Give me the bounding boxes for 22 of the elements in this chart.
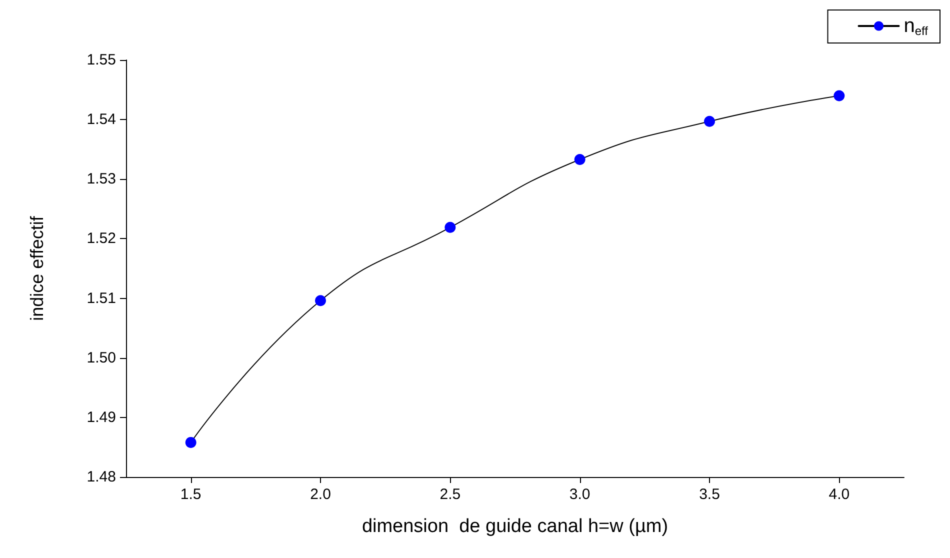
x-axis-title: dimension de guide canal h=w (µm) (362, 516, 668, 537)
x-tick-label: 4.0 (828, 486, 850, 503)
y-tick-label: 1.50 (86, 349, 116, 366)
point (704, 116, 715, 127)
y-tick-label: 1.52 (86, 230, 116, 248)
y-axis-title: indice effectif (27, 215, 47, 321)
x-tick-label: 2.5 (440, 486, 461, 503)
y-tick-label: 1.53 (86, 170, 116, 188)
x-tick-label: 3.0 (569, 486, 590, 503)
point (315, 295, 326, 306)
y-tick-label: 1.48 (86, 468, 116, 486)
y-tick-label: 1.49 (86, 408, 116, 426)
y-tick-label: 1.54 (86, 111, 116, 128)
point (185, 436, 196, 448)
y-tick-label: 1.51 (86, 290, 116, 307)
point (834, 90, 845, 102)
y-tick-label: 1.55 (86, 52, 116, 68)
point (574, 154, 586, 165)
x-tick-label: 3.5 (699, 486, 720, 503)
point (444, 222, 456, 233)
x-tick-label: 1.5 (180, 486, 202, 503)
x-tick-label: 2.0 (310, 486, 331, 503)
